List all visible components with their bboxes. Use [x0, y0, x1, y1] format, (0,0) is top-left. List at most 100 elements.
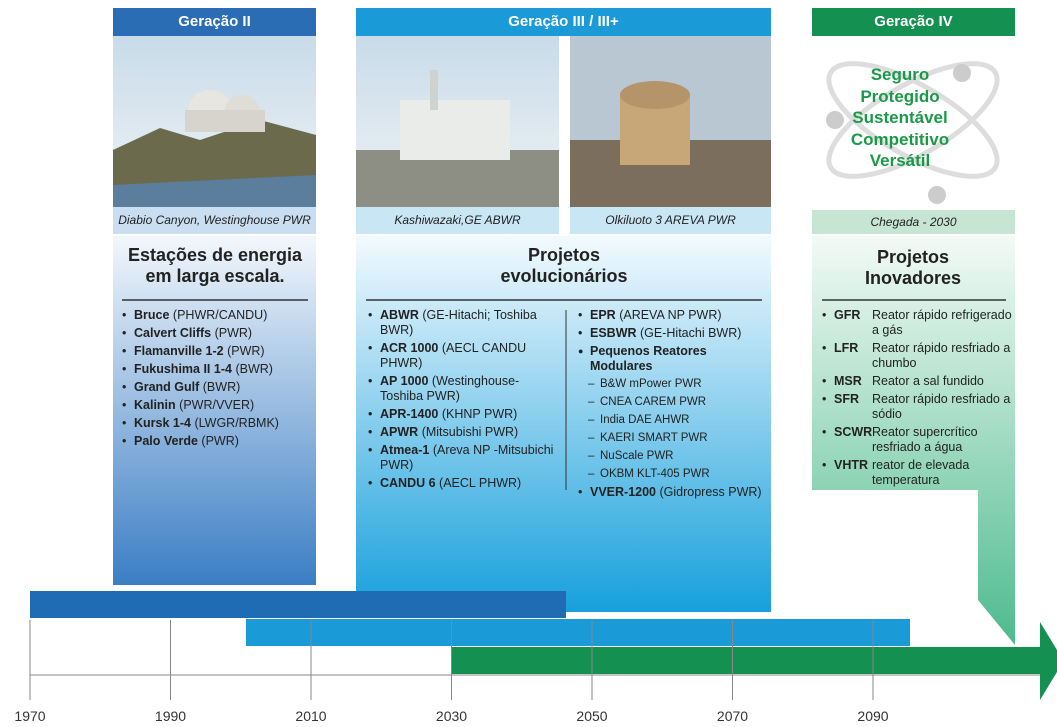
- sub-item: OKBM KLT-405 PWR: [578, 467, 768, 482]
- sub-item: KAERI SMART PWR: [578, 431, 768, 446]
- list-item: SFR Reator rápido resfriado a sódio: [822, 392, 1012, 422]
- item-detail: (PWR): [227, 344, 265, 358]
- quality: Seguro: [870, 65, 930, 84]
- list-item: ESBWR (GE-Hitachi BWR): [578, 326, 768, 341]
- list-item: Bruce (PHWR/CANDU): [122, 308, 312, 323]
- item-name: Bruce: [134, 308, 170, 322]
- list-item: Flamanville 1-2 (PWR): [122, 344, 312, 359]
- caption: Chegada - 2030: [870, 215, 957, 229]
- list: Bruce (PHWR/CANDU)Calvert Cliffs (PWR)Fl…: [122, 308, 312, 452]
- list-item: APR-1400 (KHNP PWR): [368, 407, 558, 422]
- photo-dome: [620, 81, 690, 109]
- header: Geração III / III+: [508, 13, 619, 30]
- item-detail: (BWR): [235, 362, 273, 376]
- item-name: VVER-1200: [590, 485, 657, 499]
- item-detail: (LWGR/RBMK): [194, 416, 279, 430]
- item-detail: (PWR/VVER): [179, 398, 255, 412]
- item-name: ACR 1000: [380, 341, 439, 355]
- item-code: SCWR: [834, 425, 873, 439]
- item-detail: (BWR): [202, 380, 241, 394]
- item-desc: Reator rápido resfriado a sódio: [872, 392, 1011, 421]
- list-item: ABWR (GE-Hitachi; Toshiba BWR): [368, 308, 558, 338]
- item-desc: Reator rápido refrigerado a gás: [872, 308, 1012, 337]
- title: Projetos Inovadores: [864, 247, 962, 288]
- list: GFR Reator rápido refrigerado a gás LFR Rea…: [822, 308, 1012, 491]
- year-label: 2030: [435, 708, 468, 724]
- year-label: 2090: [857, 708, 889, 724]
- item-detail: (Areva NP -Mitsubichi PWR): [380, 443, 554, 472]
- list-item: Kursk 1-4 (LWGR/RBMK): [122, 416, 312, 431]
- item-detail: (Mitsubishi PWR): [421, 425, 519, 439]
- quality: Sustentável: [852, 108, 948, 127]
- item-name: Kalinin: [134, 398, 176, 412]
- qualities: Seguro Protegido Sustentável Competitivo Ver…: [830, 64, 970, 172]
- item-name: Pequenos Reatores Modulares: [590, 344, 707, 373]
- item-name: APWR: [380, 425, 419, 439]
- list-item: Grand Gulf (BWR): [122, 380, 312, 395]
- sub-item: B&W mPower PWR: [578, 377, 768, 392]
- header-band: [812, 8, 1015, 36]
- timeline-bar: [246, 619, 910, 646]
- item-detail: (AECL CANDU PHWR): [380, 341, 527, 370]
- item-detail: (KHNP PWR): [441, 407, 518, 421]
- item-name: CANDU 6: [380, 476, 436, 490]
- list-item: GFR Reator rápido refrigerado a gás: [822, 308, 1012, 338]
- item-detail: (Westinghouse-Toshiba PWR): [380, 374, 520, 403]
- list-item: ACR 1000 (AECL CANDU PHWR): [368, 341, 558, 371]
- item-desc: Reator a sal fundido: [872, 374, 984, 388]
- sub-item: India DAE AHWR: [578, 413, 768, 428]
- list-item: Fukushima II 1-4 (BWR): [122, 362, 312, 377]
- caption-band: [812, 210, 1015, 234]
- list-item: VVER-1200 (Gidropress PWR): [578, 485, 768, 500]
- atom-particle: [826, 111, 844, 129]
- item-code: GFR: [834, 308, 861, 322]
- list: ABWR (GE-Hitachi; Toshiba BWR)ACR 1000 (…: [368, 308, 558, 494]
- sub-item: NuScale PWR: [578, 449, 768, 464]
- item-name: ESBWR: [590, 326, 637, 340]
- item-name: Grand Gulf: [134, 380, 200, 394]
- item-detail: (PHWR/CANDU): [172, 308, 268, 322]
- quality: Protegido: [860, 86, 940, 106]
- item-code: MSR: [834, 374, 862, 388]
- atom-orbit: [826, 61, 1000, 179]
- item-detail: (PWR): [214, 326, 253, 340]
- title: Projetos evolucionários: [500, 245, 628, 286]
- photo-building: [400, 100, 510, 160]
- quality: Versátil: [869, 151, 931, 170]
- item-name: Atmea-1: [380, 443, 430, 457]
- year-label: 1990: [154, 708, 187, 724]
- caption: Kashiwazaki,GE ABWR: [394, 213, 521, 227]
- item-name: APR-1400: [380, 407, 439, 421]
- item-name: EPR: [590, 308, 616, 322]
- header: Geração IV: [874, 13, 953, 30]
- item-name: Palo Verde: [134, 434, 198, 448]
- item-desc: reator de elevada temperatura: [872, 458, 970, 487]
- year-label: 2050: [576, 708, 608, 724]
- list: EPR (AREVA NP PWR) ESBWR (GE-Hitachi BWR)…: [578, 308, 768, 503]
- title: Estações de energia em larga escala.: [127, 245, 303, 286]
- year-label: 2010: [295, 708, 327, 724]
- atom-orbit: [826, 61, 1000, 179]
- photo-stack: [430, 70, 438, 110]
- item-name: Kursk 1-4: [134, 416, 191, 430]
- item-detail: (GE-Hitachi; Toshiba BWR): [380, 308, 537, 337]
- caption: Olkiluoto 3 AREVA PWR: [605, 213, 736, 227]
- item-code: VHTR: [834, 458, 869, 472]
- year-label: 1970: [14, 708, 46, 724]
- atom-particle: [928, 186, 946, 204]
- caption-band: [356, 207, 559, 234]
- caption: Diabio Canyon, Westinghouse PWR: [118, 213, 311, 227]
- list-item: AP 1000 (Westinghouse-Toshiba PWR): [368, 374, 558, 404]
- item-name: AP 1000: [380, 374, 429, 388]
- item-name: ABWR: [380, 308, 419, 322]
- list-item: LFR Reator rápido resfriado a chumbo: [822, 341, 1012, 371]
- item-name: Fukushima II 1-4: [134, 362, 232, 376]
- item-name: Flamanville 1-2: [134, 344, 224, 358]
- list-item: APWR (Mitsubishi PWR): [368, 425, 558, 440]
- photo-building: [185, 110, 265, 132]
- year-label: 2070: [716, 708, 749, 724]
